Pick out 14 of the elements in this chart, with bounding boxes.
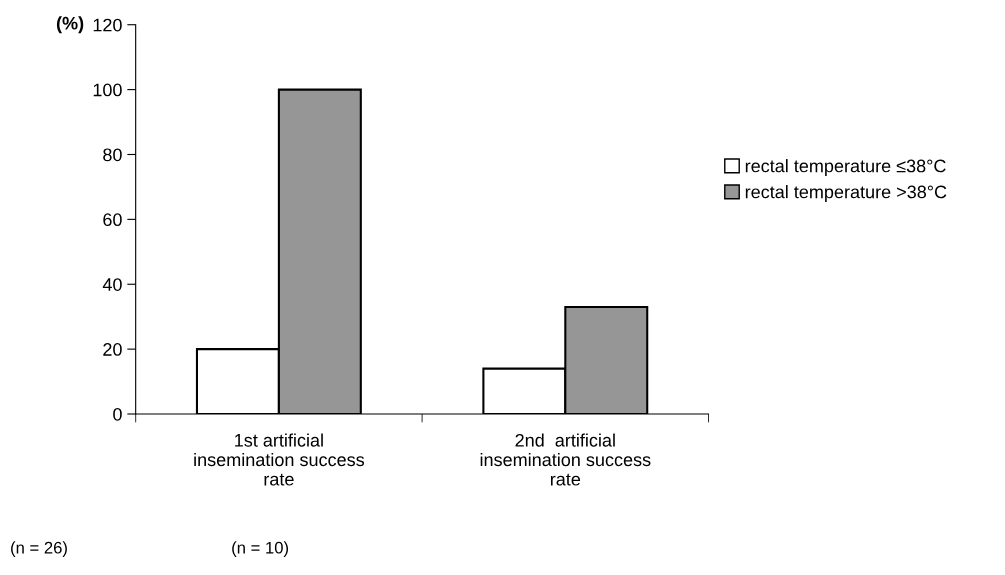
x-tick-label: 1st artificial insemination success rate	[194, 433, 365, 486]
y-tick-label: 60	[103, 213, 122, 227]
y-tick-label: 100	[93, 83, 122, 97]
y-tick-label: 80	[103, 148, 122, 162]
legend-label: rectal temperature ≤38°C	[745, 159, 946, 176]
text: (n = 10)	[232, 541, 289, 557]
y-axis-title: (%)	[56, 16, 84, 34]
y-tick-label: 0	[113, 407, 122, 421]
y-tick-label: 120	[93, 18, 122, 32]
y-tick-label: 40	[102, 278, 122, 291]
legend-label: rectal temperature >38°C	[745, 185, 947, 202]
text: (n = 26)	[11, 541, 67, 557]
y-tick-label: 20	[103, 343, 122, 356]
x-tick-label: 2nd artificial insemination success rate	[480, 433, 651, 486]
